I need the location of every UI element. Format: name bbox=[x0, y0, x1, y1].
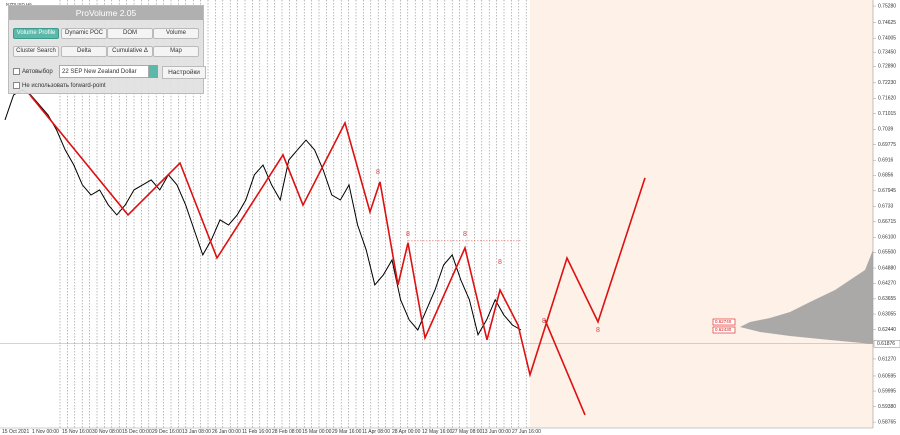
y-tick-label: 0.58765 bbox=[878, 419, 896, 425]
marker-label: 8 bbox=[376, 169, 380, 176]
marker-label: 8 bbox=[406, 231, 410, 238]
marker-label: 8 bbox=[596, 327, 600, 334]
y-tick-label: 0.6856 bbox=[878, 173, 894, 179]
y-tick-label: 0.74625 bbox=[878, 20, 896, 26]
instrument-select[interactable]: 22 SEP New Zealand Dollar bbox=[59, 65, 149, 78]
x-tick-label: 29 Dec 16:00 bbox=[152, 429, 182, 435]
x-tick-label: 12 May 16:00 bbox=[422, 429, 453, 435]
y-tick-label: 0.64270 bbox=[878, 281, 896, 287]
current-price-label: 0.61876 bbox=[877, 341, 895, 347]
select-arrow[interactable] bbox=[149, 65, 158, 78]
button[interactable]: Map bbox=[153, 46, 199, 57]
x-tick-label: 15 Mar 00:00 bbox=[302, 429, 332, 435]
y-tick-label: 0.66715 bbox=[878, 219, 896, 225]
level-box-label: 0.62740 bbox=[715, 319, 732, 324]
price-line bbox=[4, 89, 522, 337]
future-area bbox=[530, 0, 873, 428]
y-tick-label: 0.74005 bbox=[878, 35, 896, 41]
zigzag bbox=[29, 94, 646, 378]
button[interactable]: Delta bbox=[61, 46, 107, 57]
x-tick-label: 1 Nov 00:00 bbox=[32, 429, 59, 435]
y-tick-label: 0.66100 bbox=[878, 235, 896, 241]
x-tick-label: 27 May 08:00 bbox=[452, 429, 483, 435]
y-tick-label: 0.64880 bbox=[878, 265, 896, 271]
y-tick-label: 0.73450 bbox=[878, 49, 896, 55]
x-tick-label: 13 Jan 08:00 bbox=[182, 429, 211, 435]
panel-title: ProVolume 2.05 bbox=[9, 6, 203, 20]
y-tick-label: 0.6916 bbox=[878, 158, 894, 164]
x-tick-label: 27 Jun 16:00 bbox=[512, 429, 541, 435]
x-tick-label: 26 Jan 00:00 bbox=[212, 429, 241, 435]
y-tick-label: 0.62440 bbox=[878, 327, 896, 333]
button[interactable]: Dynamic POC bbox=[61, 28, 107, 39]
x-tick-label: 15 Dec 00:00 bbox=[122, 429, 152, 435]
y-tick-label: 0.71620 bbox=[878, 96, 896, 102]
y-tick-label: 0.7039 bbox=[878, 127, 894, 133]
marker-label: 8 bbox=[498, 259, 502, 266]
marker-label: 8 bbox=[463, 231, 467, 238]
settings-button[interactable]: Настройки bbox=[162, 66, 206, 79]
level-box bbox=[712, 326, 736, 334]
y-tick-label: 0.59380 bbox=[878, 404, 896, 410]
button[interactable]: Cluster Search bbox=[13, 46, 59, 57]
button[interactable]: Cumulative Δ bbox=[107, 46, 153, 57]
y-tick-label: 0.69775 bbox=[878, 142, 896, 148]
y-tick-label: 0.65500 bbox=[878, 250, 896, 256]
button[interactable]: DOM bbox=[107, 28, 153, 39]
x-tick-label: 11 Apr 08:00 bbox=[362, 429, 390, 435]
marker-label: 8 bbox=[542, 318, 546, 325]
x-tick-label: 11 Feb 16:00 bbox=[242, 429, 271, 435]
y-tick-label: 0.63055 bbox=[878, 311, 896, 317]
y-tick-label: 0.67945 bbox=[878, 188, 896, 194]
level-box bbox=[712, 318, 736, 326]
y-tick-label: 0.72890 bbox=[878, 64, 896, 70]
provolume-panel: ProVolume 2.05 Volume Profile Dynamic PO… bbox=[8, 5, 206, 94]
x-tick-label: 28 Apr 00:00 bbox=[392, 429, 421, 435]
x-tick-label: 15 Oct 2021 bbox=[2, 429, 29, 435]
y-tick-label: 0.63655 bbox=[878, 296, 896, 302]
y-tick-label: 0.75280 bbox=[878, 3, 896, 9]
x-tick-label: 15 Nov 16:00 bbox=[62, 429, 92, 435]
x-tick-label: 13 Jun 00:00 bbox=[482, 429, 511, 435]
checkbox[interactable]: Автовыбор bbox=[13, 68, 53, 75]
y-tick-label: 0.72230 bbox=[878, 80, 896, 86]
checkbox[interactable]: Не использовать forward-point bbox=[13, 82, 106, 89]
volume-profile bbox=[740, 250, 873, 344]
button[interactable]: Volume bbox=[153, 28, 199, 39]
level-box-label: 0.62430 bbox=[715, 327, 732, 332]
y-tick-label: 0.61270 bbox=[878, 356, 896, 362]
y-tick-label: 0.59995 bbox=[878, 388, 896, 394]
projection bbox=[544, 319, 586, 416]
x-tick-label: 29 Mar 16:00 bbox=[332, 429, 362, 435]
y-tick-label: 0.60595 bbox=[878, 373, 896, 379]
button[interactable]: Volume Profile bbox=[13, 28, 59, 39]
x-tick-label: 30 Nov 08:00 bbox=[92, 429, 122, 435]
current-price-box bbox=[873, 340, 900, 348]
symbol: NZDUSD,H6 bbox=[6, 2, 32, 7]
y-tick-label: 0.71015 bbox=[878, 111, 896, 117]
y-tick-label: 0.6733 bbox=[878, 204, 894, 210]
x-tick-label: 28 Feb 08:00 bbox=[272, 429, 302, 435]
